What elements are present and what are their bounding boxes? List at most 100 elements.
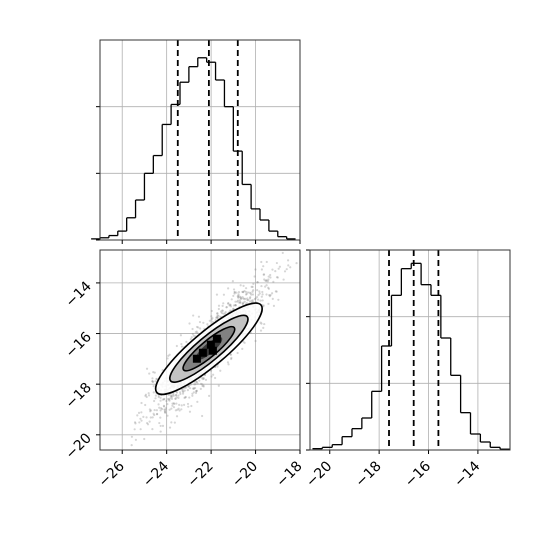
joint-point	[262, 265, 265, 268]
joint-point	[199, 327, 202, 330]
joint-point	[144, 403, 147, 407]
joint-point	[216, 315, 219, 319]
joint-point	[231, 280, 234, 283]
marginal-histogram-x-panel	[91, 39, 301, 244]
joint-point	[233, 291, 237, 294]
joint-x-tick-label: −18	[273, 458, 305, 490]
joint-point	[253, 298, 256, 301]
joint-point	[276, 276, 279, 279]
joint-point	[241, 296, 244, 299]
joint-point	[145, 421, 149, 425]
joint-point	[243, 289, 246, 293]
joint-point	[194, 331, 197, 334]
joint-point	[277, 267, 280, 270]
joint-point	[221, 309, 224, 312]
joint-point	[241, 302, 244, 305]
joint-point	[148, 372, 151, 375]
joint-point	[142, 415, 145, 419]
joint-point	[159, 424, 162, 428]
joint-point	[234, 300, 237, 303]
joint-point	[267, 275, 270, 278]
joint-point	[159, 416, 162, 419]
joint-point	[130, 444, 133, 447]
joint-point	[235, 291, 238, 294]
joint-point	[265, 279, 268, 283]
joint-point	[164, 411, 167, 414]
joint-point	[260, 295, 263, 298]
joint-point	[172, 406, 176, 409]
joint-point	[151, 380, 155, 384]
joint-point	[155, 413, 159, 416]
joint-point	[198, 379, 201, 382]
joint-point	[163, 408, 166, 411]
joint-density-peak	[206, 340, 215, 349]
joint-point	[256, 281, 259, 284]
joint-point	[188, 410, 192, 413]
joint-point	[159, 430, 162, 433]
joint-point	[153, 408, 156, 412]
joint-point	[246, 298, 249, 302]
joint-point	[242, 284, 245, 287]
joint-point	[168, 397, 171, 400]
joint-point	[198, 320, 202, 324]
joint-point	[180, 404, 183, 407]
joint-point	[177, 407, 180, 410]
joint-point	[272, 280, 275, 283]
joint-point	[254, 268, 257, 271]
joint-point	[147, 392, 150, 395]
joint-point	[193, 387, 196, 390]
joint-point	[261, 293, 264, 296]
joint-point	[228, 304, 231, 307]
joint-point	[227, 287, 230, 290]
joint-point	[256, 295, 259, 299]
joint-point	[180, 345, 184, 348]
joint-point	[196, 400, 199, 403]
joint-point	[275, 276, 279, 279]
joint-point	[133, 428, 136, 431]
joint-point	[217, 314, 220, 317]
joint-point	[157, 395, 160, 399]
joint-point	[202, 385, 205, 388]
joint-point	[262, 326, 265, 329]
joint-point	[159, 396, 162, 399]
joint-point	[152, 391, 155, 394]
right-hist-frame	[309, 249, 511, 451]
joint-point	[230, 298, 233, 301]
joint-point	[259, 299, 262, 302]
joint-point	[219, 369, 222, 372]
joint-point	[175, 396, 178, 399]
joint-point	[166, 357, 169, 360]
joint-point	[184, 386, 187, 389]
joint-point	[152, 385, 155, 388]
joint-point	[161, 407, 164, 411]
joint-point	[237, 291, 241, 294]
joint-point	[133, 421, 137, 424]
joint-point	[216, 316, 219, 319]
joint-point	[241, 347, 244, 350]
joint-point	[145, 416, 148, 419]
joint-point	[174, 394, 178, 397]
joint-point	[223, 312, 226, 315]
joint-point	[270, 292, 274, 295]
joint-point	[148, 408, 151, 411]
joint-point	[210, 309, 213, 313]
joint-point	[201, 377, 204, 381]
joint-point	[237, 293, 240, 296]
joint-point	[225, 306, 228, 309]
joint-point	[178, 409, 181, 412]
joint-point	[229, 303, 232, 306]
joint-point	[164, 408, 167, 412]
joint-point	[172, 394, 175, 397]
joint-point	[268, 295, 272, 298]
joint-point	[245, 302, 248, 305]
joint-point	[192, 314, 195, 317]
joint-point	[242, 301, 245, 304]
joint-point	[183, 396, 186, 399]
joint-point	[247, 298, 250, 302]
joint-point	[240, 297, 243, 300]
joint-point	[265, 293, 268, 296]
joint-point	[257, 298, 260, 301]
joint-point	[272, 304, 276, 307]
joint-point	[175, 393, 178, 397]
joint-point	[180, 342, 183, 346]
